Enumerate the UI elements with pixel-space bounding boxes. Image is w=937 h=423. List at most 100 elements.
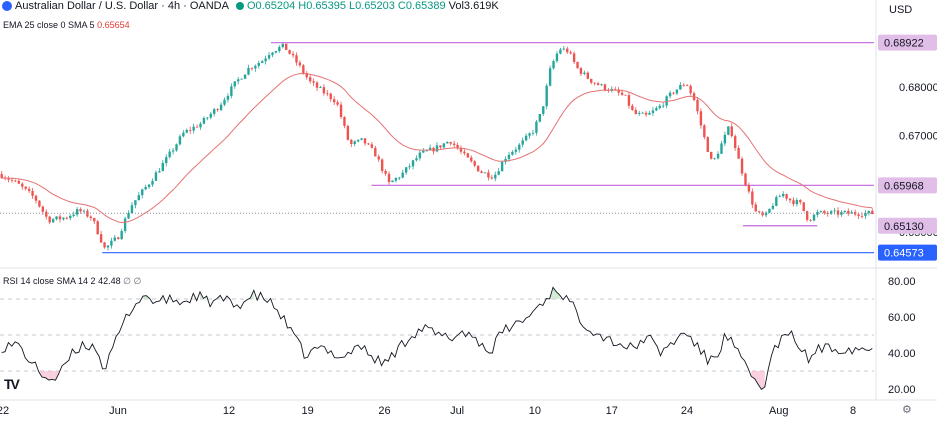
candle-body xyxy=(706,137,709,152)
candle-body xyxy=(195,126,199,128)
candle-body xyxy=(490,177,494,179)
candle-body xyxy=(754,204,757,212)
candle-body xyxy=(230,86,233,96)
candle-body xyxy=(723,134,727,144)
candle-body xyxy=(422,150,425,153)
support-resistance-lines[interactable] xyxy=(102,42,874,254)
candle-body xyxy=(579,68,583,74)
rsi-oversold-fill xyxy=(761,371,765,390)
candle-body xyxy=(363,138,367,144)
time-tick-label: 12 xyxy=(223,405,235,417)
candle-body xyxy=(507,154,511,159)
candle-body xyxy=(781,193,785,197)
candle-body xyxy=(733,136,737,148)
rsi-header[interactable]: RSI 14 close SMA 14 2 42.48 ∅ ∅ xyxy=(3,276,141,287)
candle-body xyxy=(312,81,315,83)
candle-body xyxy=(463,151,466,154)
candle-body xyxy=(737,147,740,159)
candle-body xyxy=(644,112,648,115)
candle-body xyxy=(620,92,624,95)
candle-body xyxy=(805,211,809,220)
candle-body xyxy=(483,172,487,174)
candle-body xyxy=(823,211,826,213)
candle-body xyxy=(518,144,521,150)
candle-body xyxy=(819,211,823,212)
candle-body xyxy=(757,211,761,213)
candle-body xyxy=(377,156,380,160)
candle-body xyxy=(785,193,788,199)
candle-body xyxy=(326,93,329,95)
candle-body xyxy=(261,61,264,63)
candle-body xyxy=(284,43,288,50)
candle-body xyxy=(233,81,236,87)
ohlc-vol: Vol3.619K xyxy=(448,0,499,12)
symbol-title[interactable]: Australian Dollar / U.S. Dollar · 4h · O… xyxy=(15,0,229,12)
candle-body xyxy=(213,109,216,114)
candle-body xyxy=(267,55,271,59)
candle-body xyxy=(727,126,730,135)
candle-body xyxy=(826,212,829,214)
candle-body xyxy=(322,87,326,94)
time-tick-label: 24 xyxy=(681,405,693,417)
candle-body xyxy=(850,212,853,214)
candle-body xyxy=(374,147,377,157)
ohlc-h: H0.65395 xyxy=(298,0,346,12)
candles xyxy=(0,43,874,251)
candle-body xyxy=(614,88,617,90)
candle-body xyxy=(48,216,51,223)
candle-body xyxy=(596,83,600,86)
time-axis[interactable]: 22 Jun 12 19 26 Jul 10 17 24 Aug 8 xyxy=(0,405,856,417)
candle-body xyxy=(740,158,744,174)
candle-body xyxy=(295,55,298,63)
candle-body xyxy=(339,104,343,118)
candle-body xyxy=(240,78,243,80)
candle-body xyxy=(319,87,322,88)
candle-body xyxy=(559,49,562,54)
settings-icon[interactable]: ⚙ xyxy=(902,404,912,416)
rsi-axis[interactable]: 80.00 60.00 40.00 20.00 xyxy=(888,276,916,396)
price-axis[interactable]: 0.680000.670000.650000.689220.659680.651… xyxy=(878,34,937,261)
indicator-header[interactable]: EMA 25 close 0 SMA 5 0.65654 xyxy=(3,20,130,30)
candle-body xyxy=(192,126,195,131)
candle-body xyxy=(542,106,545,114)
candle-body xyxy=(254,65,257,69)
rsi-pane xyxy=(0,286,874,391)
candle-body xyxy=(459,148,463,152)
price-level-badge xyxy=(878,34,937,51)
candle-body xyxy=(137,195,141,201)
candle-body xyxy=(548,68,552,86)
candle-body xyxy=(836,210,840,215)
ema-line xyxy=(1,72,873,224)
time-tick-label: 8 xyxy=(850,405,856,417)
currency-label[interactable]: USD xyxy=(889,4,913,16)
candle-body xyxy=(569,52,572,54)
candle-body xyxy=(219,104,223,111)
candle-body xyxy=(802,202,805,212)
candle-body xyxy=(144,187,147,190)
candle-body xyxy=(257,62,260,66)
candle-body xyxy=(288,49,291,54)
candle-body xyxy=(58,216,62,220)
candle-body xyxy=(521,140,524,145)
candle-body xyxy=(775,197,778,206)
candle-body xyxy=(398,177,401,179)
time-tick-label: 22 xyxy=(0,405,9,417)
candle-body xyxy=(864,212,867,217)
time-tick-label: 10 xyxy=(529,405,541,417)
candle-body xyxy=(151,180,154,185)
chart-header: Australian Dollar / U.S. Dollar · 4h · O… xyxy=(0,0,505,18)
candle-body xyxy=(62,217,65,220)
candle-body xyxy=(387,173,391,183)
candle-body xyxy=(682,84,685,86)
tradingview-logo-icon[interactable]: TV xyxy=(4,376,20,392)
candle-body xyxy=(106,245,110,248)
rsi-oversold-fill xyxy=(42,371,46,378)
candle-body xyxy=(600,84,603,86)
candle-body xyxy=(336,102,339,105)
candle-body xyxy=(113,237,117,241)
time-tick-label: Aug xyxy=(769,405,789,417)
candle-body xyxy=(689,85,692,94)
candle-body xyxy=(504,158,507,162)
candle-body xyxy=(38,200,41,207)
